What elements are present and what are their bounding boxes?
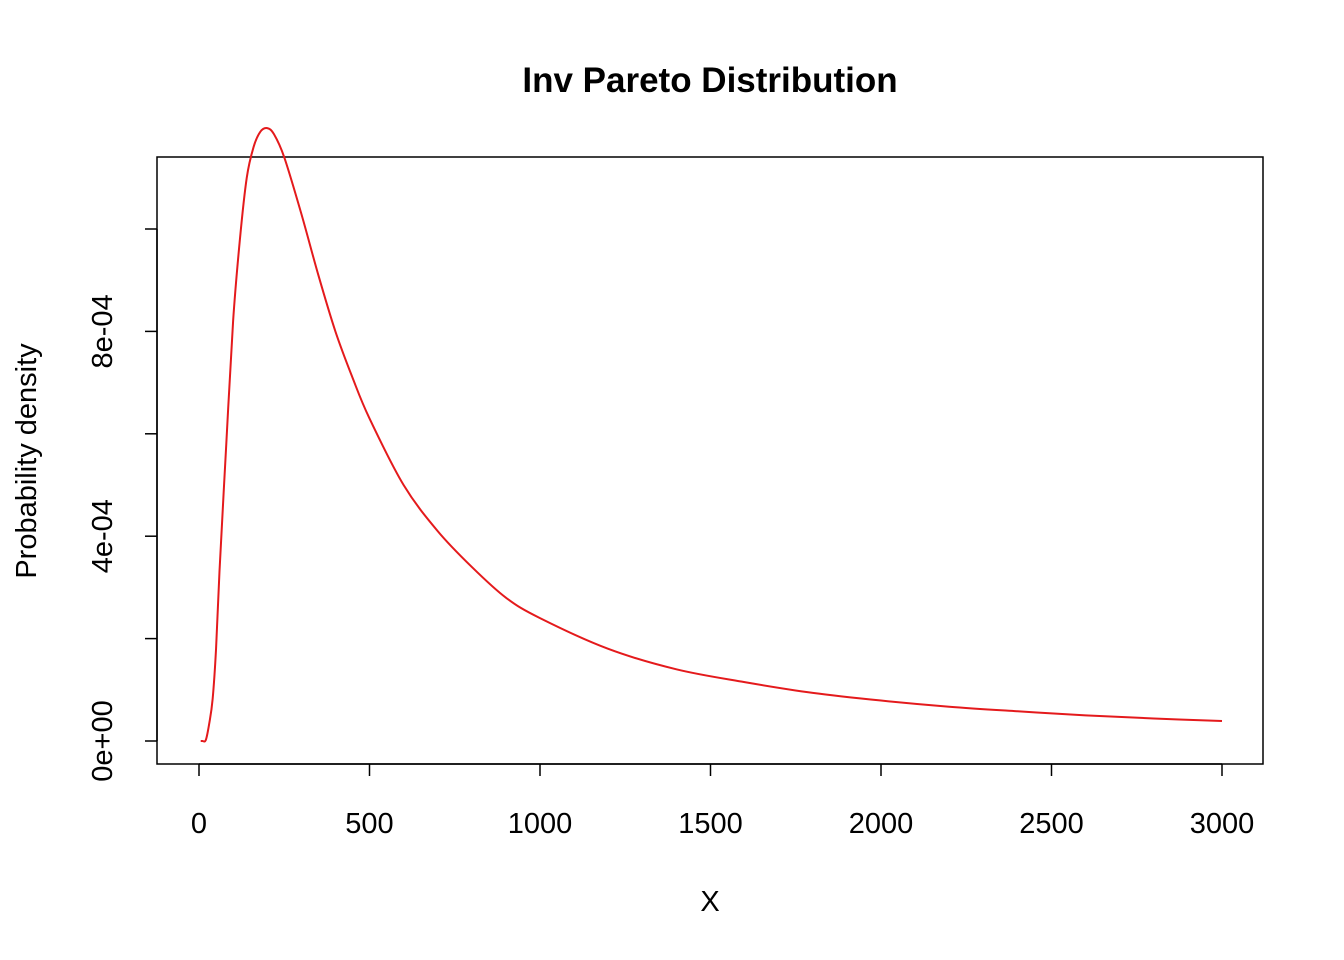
x-tick-label: 1500 xyxy=(678,808,743,840)
x-axis: 0 500 1000 1500 2000 2500 3000 xyxy=(191,763,1255,840)
y-axis-label: Probability density xyxy=(11,343,43,579)
chart-title: Inv Pareto Distribution xyxy=(522,61,897,100)
y-axis: 0e+00 4e-04 8e-04 xyxy=(87,228,158,782)
x-tick-label: 500 xyxy=(345,808,393,840)
x-tick-label: 1000 xyxy=(508,808,573,840)
y-tick-label: 8e-04 xyxy=(87,294,119,368)
x-tick-label: 2000 xyxy=(849,808,914,840)
x-tick-label: 3000 xyxy=(1190,808,1255,840)
x-tick-label: 0 xyxy=(191,808,207,840)
y-tick-label: 4e-04 xyxy=(87,499,119,573)
y-tick-label: 0e+00 xyxy=(87,700,119,781)
plot-frame xyxy=(156,156,1264,765)
series-group xyxy=(200,127,1223,743)
x-axis-label: X xyxy=(700,886,719,918)
series-line xyxy=(200,127,1223,743)
x-tick-label: 2500 xyxy=(1019,808,1084,840)
